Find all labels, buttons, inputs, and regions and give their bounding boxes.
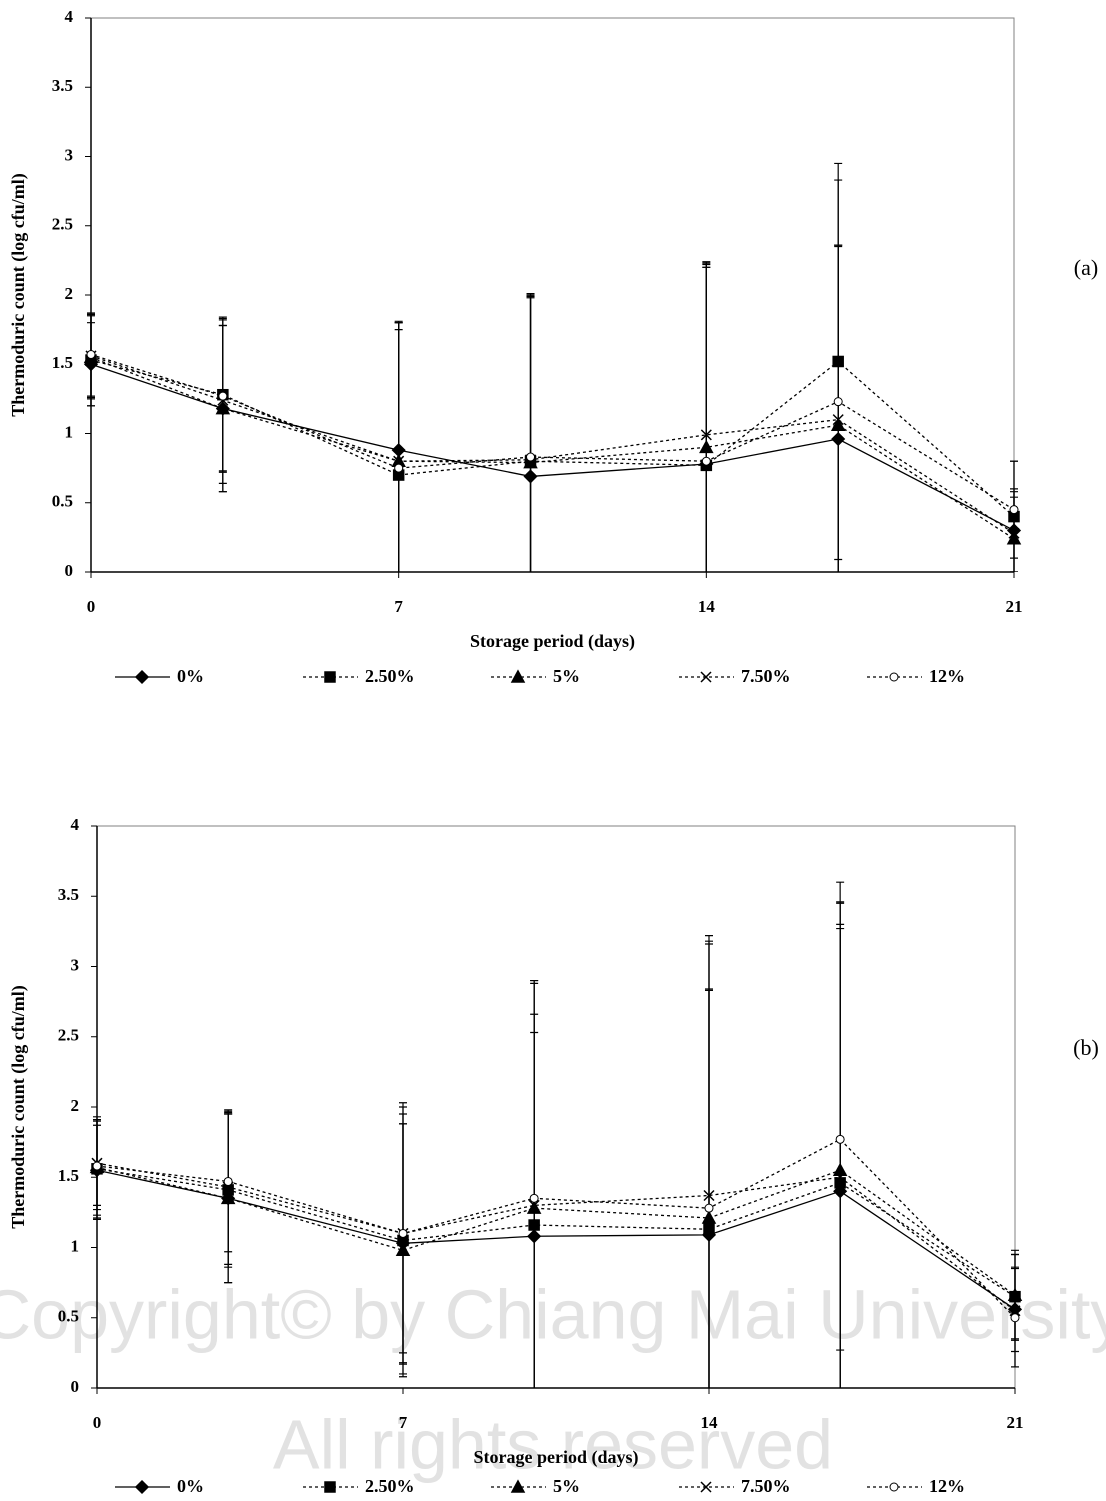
- marker: [218, 391, 228, 401]
- y-tick-label: 3.5: [52, 76, 73, 95]
- marker: [223, 1176, 233, 1186]
- marker: [700, 671, 712, 683]
- y-tick-label: 4: [71, 815, 80, 834]
- y-axis-title: Thermoduric count (log cfu/ml): [8, 985, 29, 1228]
- y-tick-label: 2.5: [58, 1026, 79, 1045]
- y-tick-label: 0.5: [52, 492, 73, 511]
- x-tick-label: 7: [399, 1413, 408, 1432]
- legend-label: 12%: [929, 666, 965, 686]
- marker: [134, 1479, 150, 1495]
- legend-label: 2.50%: [365, 1476, 415, 1496]
- marker: [1010, 1313, 1020, 1323]
- y-tick-label: 3: [65, 145, 74, 164]
- legend-label: 5%: [553, 1476, 580, 1496]
- marker: [324, 671, 336, 683]
- legend-label: 0%: [177, 1476, 204, 1496]
- x-tick-label: 0: [93, 1413, 102, 1432]
- series-line: [90, 355, 1015, 534]
- x-tick-label: 14: [701, 1413, 719, 1432]
- marker: [1009, 505, 1019, 515]
- marker: [526, 452, 536, 462]
- x-tick-label: 21: [1006, 597, 1023, 616]
- legend-label: 5%: [553, 666, 580, 686]
- y-tick-label: 2.5: [52, 215, 73, 234]
- watermark: All rights reserved: [273, 1405, 833, 1483]
- marker: [833, 397, 843, 407]
- marker: [889, 1482, 899, 1492]
- legend-label: 7.50%: [741, 1476, 791, 1496]
- legend-label: 0%: [177, 666, 204, 686]
- panel-label: (b): [1073, 1035, 1099, 1060]
- legend-label: 2.50%: [365, 666, 415, 686]
- legend-label: 12%: [929, 1476, 965, 1496]
- x-tick-label: 21: [1007, 1413, 1024, 1432]
- series-line: [90, 356, 1015, 540]
- y-tick-label: 2: [65, 284, 74, 303]
- plot-area: [89, 881, 1023, 1388]
- chart: 0 0.5 1 1.5 2 2.5 3 3.5 4 0 7 14 21 Storage period (d…: [8, 815, 1099, 1496]
- marker: [134, 669, 150, 685]
- y-tick-label: 1: [71, 1236, 80, 1255]
- marker: [529, 1193, 539, 1203]
- legend-label: 7.50%: [741, 666, 791, 686]
- y-tick-label: 0.5: [58, 1307, 79, 1326]
- y-tick-label: 1: [65, 422, 74, 441]
- marker: [510, 669, 526, 683]
- y-axis-title: Thermoduric count (log cfu/ml): [8, 173, 29, 416]
- marker: [510, 1479, 526, 1493]
- marker: [835, 1134, 845, 1144]
- marker: [889, 672, 899, 682]
- chart: 0 0.5 1 1.5 2 2.5 3 3.5 4 0 7 14 21 Storage period (d…: [8, 7, 1098, 686]
- y-tick-label: 0: [65, 561, 74, 580]
- watermark: Copyright© by Chiang Mai University: [0, 1275, 1106, 1353]
- x-axis-title: Storage period (days): [474, 1447, 639, 1468]
- series-line: [90, 353, 1015, 511]
- y-tick-label: 2: [71, 1096, 80, 1115]
- marker: [92, 1161, 102, 1171]
- x-tick-label: 7: [394, 597, 403, 616]
- marker: [704, 1203, 714, 1213]
- x-axis-title: Storage period (days): [470, 631, 635, 652]
- y-tick-label: 1.5: [58, 1166, 79, 1185]
- y-tick-label: 0: [71, 1377, 80, 1396]
- marker: [394, 463, 404, 473]
- marker: [398, 1228, 408, 1238]
- marker: [324, 1481, 336, 1493]
- x-tick-label: 0: [87, 597, 96, 616]
- series-line: [90, 363, 1015, 532]
- plot-area: [83, 162, 1022, 572]
- marker: [701, 456, 711, 466]
- y-tick-label: 1.5: [52, 353, 73, 372]
- panel-label: (a): [1074, 255, 1098, 280]
- x-tick-label: 14: [698, 597, 716, 616]
- y-tick-label: 3: [71, 955, 80, 974]
- plot-frame: [90, 17, 1015, 573]
- marker: [86, 350, 96, 360]
- y-tick-label: 4: [65, 7, 74, 26]
- series-line: [90, 359, 1015, 518]
- marker: [700, 1481, 712, 1493]
- y-tick-label: 3.5: [58, 885, 79, 904]
